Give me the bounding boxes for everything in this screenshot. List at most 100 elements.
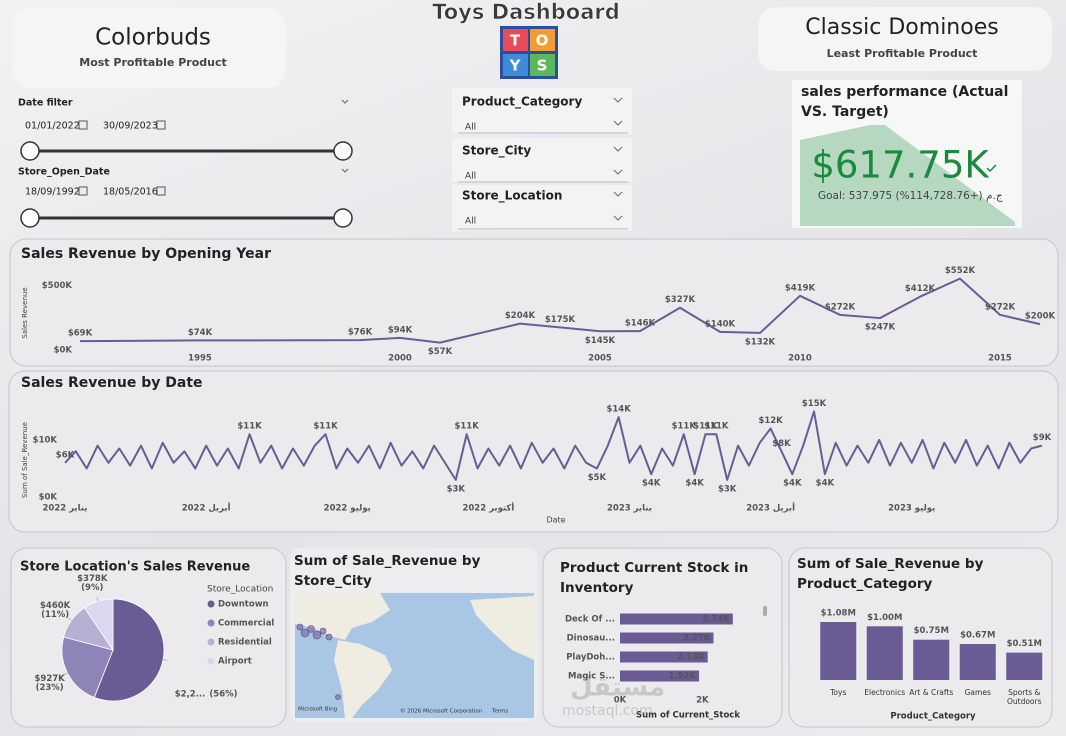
y-tick-label: Deck Of ... (565, 615, 615, 625)
data-label: $4K (642, 479, 661, 489)
legend-label: Airport (218, 657, 252, 667)
x-tick-label: 2015 (988, 354, 1012, 364)
bar (1006, 652, 1043, 680)
x-tick-label: يناير 2022 (43, 504, 88, 514)
calendar-icon[interactable] (156, 186, 166, 196)
value-label: $2,2... (175, 689, 206, 699)
logo-letter: Y (509, 57, 522, 75)
data-label: $74K (188, 328, 213, 338)
data-label: $927K (23%) (35, 674, 66, 693)
legend-label: Residential (218, 638, 272, 648)
chart-title: Sum of Sale_Revenue by Product_Category (797, 556, 984, 592)
data-label: $272K (985, 302, 1016, 312)
y-tick-label: $0K (54, 346, 73, 356)
data-label: $327K (665, 295, 696, 305)
slider-handle[interactable] (333, 141, 353, 161)
legend-swatch (207, 657, 215, 665)
dropdown[interactable] (452, 138, 632, 182)
chevron[interactable] (613, 215, 623, 221)
logo-letter: O (536, 32, 549, 50)
data-label: $460K (11%) (40, 600, 71, 619)
data-label: $94K (388, 325, 413, 335)
card (12, 8, 286, 88)
dropdown-value[interactable]: All (465, 123, 476, 133)
legend-label: Commercial (218, 619, 274, 629)
map-terms[interactable]: Terms (491, 709, 508, 715)
logo-tile (530, 29, 555, 51)
x-tick-label: 2000 (388, 354, 412, 364)
dropdown[interactable] (452, 185, 632, 231)
date-input[interactable]: 18/05/2016 (103, 187, 158, 198)
map-land (295, 593, 390, 640)
data-label: $132K (745, 337, 776, 347)
leader-line (68, 617, 72, 621)
data-label: $247K (865, 323, 896, 333)
map-bubble[interactable] (325, 633, 333, 641)
data-label: $1.00M (867, 613, 902, 623)
map-bubble[interactable] (312, 630, 322, 640)
slider-handle[interactable] (333, 208, 353, 228)
date-input[interactable]: 18/09/1992 (25, 187, 80, 198)
calendar-icon[interactable] (78, 120, 88, 130)
chevron[interactable] (613, 97, 623, 103)
data-label: $12K (758, 416, 783, 426)
chevron[interactable] (613, 191, 623, 197)
dropdown[interactable] (452, 88, 632, 134)
bar (866, 626, 903, 680)
card-subtitle: Least Profitable Product (827, 47, 978, 60)
data-label: $200K (1025, 312, 1056, 322)
x-tick-label: يناير 2023 (607, 504, 652, 514)
dropdown-value[interactable]: All (465, 172, 476, 182)
legend-title: Store_Location (207, 585, 273, 595)
dropdown-value[interactable]: All (465, 217, 476, 227)
calendar-icon[interactable] (78, 186, 88, 196)
dropdown-label: Store_Location (462, 189, 562, 204)
data-label: $378K (9%) (77, 574, 108, 593)
y-axis-title: Sales Revenue (21, 287, 29, 338)
map-land (470, 596, 534, 660)
card-title: Colorbuds (95, 25, 211, 51)
map-bubble[interactable] (296, 623, 304, 631)
chevron[interactable] (341, 168, 349, 173)
x-axis-title: Date (546, 516, 565, 525)
data-label: $11K (693, 422, 718, 432)
calendar-icon[interactable] (156, 120, 166, 130)
data-label: $145K (585, 336, 616, 346)
data-label: $419K (785, 283, 816, 293)
legend-swatch (207, 600, 215, 608)
x-axis-title: Product_Category (890, 712, 976, 722)
chevron[interactable] (613, 120, 623, 126)
map-land (334, 640, 392, 718)
data-label: $4K (783, 479, 802, 489)
bar (620, 651, 708, 663)
map-bubble[interactable] (335, 694, 341, 700)
date-input[interactable]: 30/09/2023 (103, 121, 158, 132)
data-label: $57K (428, 347, 453, 357)
y-tick-label: $0K (39, 493, 58, 503)
x-tick-label: Toys (830, 688, 847, 697)
leader-line (96, 597, 99, 602)
map-bubble[interactable] (319, 627, 327, 635)
map-bubble[interactable] (307, 625, 315, 633)
leader-line (63, 672, 68, 676)
value-label: $460K (40, 600, 71, 610)
x-tick-label: 2K (696, 696, 709, 706)
logo-letter: T (510, 32, 521, 50)
chevron[interactable] (613, 146, 623, 152)
data-label: $204K (505, 311, 536, 321)
percent-label: (23%) (36, 683, 64, 693)
pie-slice (93, 598, 165, 702)
chevron[interactable] (613, 169, 623, 175)
data-label: $412K (905, 284, 936, 294)
slider-handle[interactable] (20, 141, 40, 161)
data-label: $0.67M (960, 631, 995, 641)
y-tick-label: PlayDoh... (566, 653, 615, 663)
logo-tile (530, 54, 555, 76)
map-bubble[interactable] (300, 628, 310, 638)
slider-handle[interactable] (20, 208, 40, 228)
pie-slice (61, 636, 114, 698)
chevron[interactable] (341, 99, 349, 104)
map-copyright: © 2026 Microsoft Corporation (400, 708, 483, 715)
date-input[interactable]: 01/01/2022 (25, 121, 80, 132)
legend-swatch (207, 638, 215, 646)
